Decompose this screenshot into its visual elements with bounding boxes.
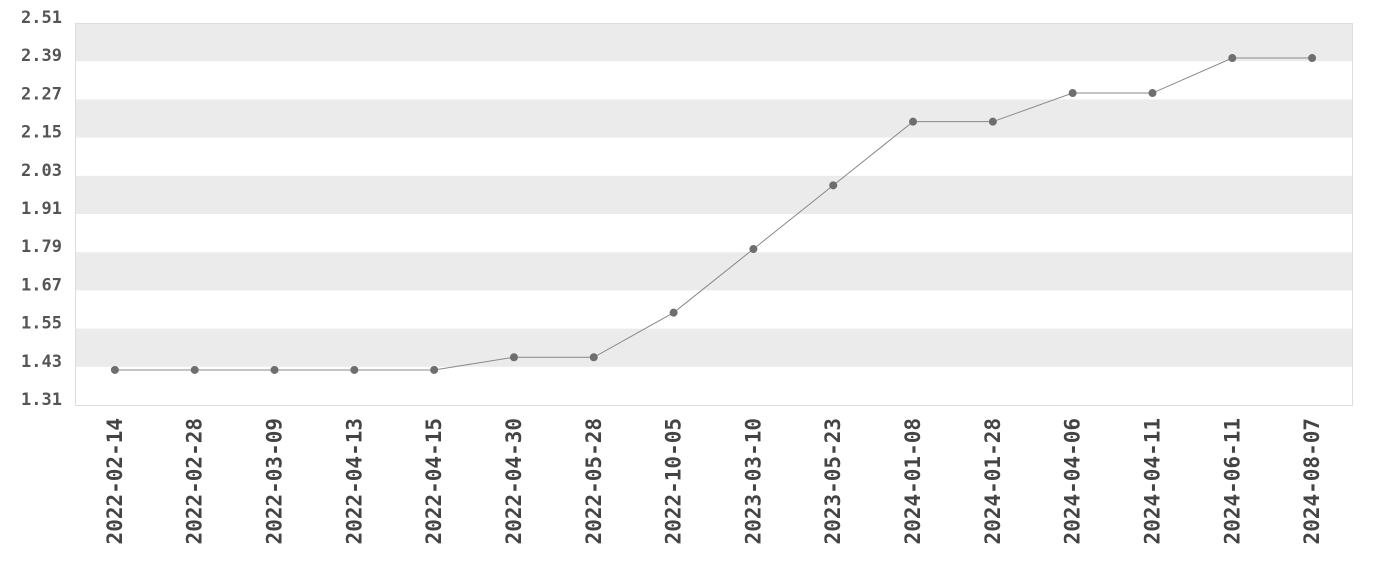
data-point (110, 365, 119, 374)
y-tick-label: 2.51 (21, 8, 62, 28)
data-point (1148, 89, 1157, 98)
x-tick-label: 2024-01-08 (901, 418, 925, 544)
y-tick-label: 1.91 (21, 199, 62, 219)
grid-bands (75, 23, 1352, 367)
x-tick-label: 2022-05-28 (582, 418, 606, 544)
data-point (829, 181, 838, 190)
x-tick-label: 2022-02-28 (183, 418, 207, 544)
data-point (270, 365, 279, 374)
y-tick-label: 2.27 (21, 84, 62, 104)
data-point (190, 365, 199, 374)
y-tick-label: 1.79 (21, 237, 62, 257)
x-tick-label: 2022-04-13 (342, 418, 366, 544)
y-tick-label: 1.43 (21, 352, 62, 372)
y-axis-ticks: 2.51 2.39 2.27 2.15 2.03 1.91 1.79 1.67 1.55 1.43… (21, 8, 62, 410)
data-point (909, 117, 918, 126)
x-tick-label: 2024-04-11 (1140, 418, 1164, 544)
data-point (1068, 89, 1077, 98)
x-axis-ticks: 2022-02-14 2022-02-28 2022-03-09 2022-04-13… (103, 418, 1324, 544)
data-point (589, 353, 598, 362)
grid-band (75, 328, 1352, 367)
series-line (114, 57, 1313, 371)
plot-area-border (75, 23, 1353, 406)
data-point (1228, 54, 1237, 63)
grid-band (75, 99, 1352, 138)
data-point (988, 117, 997, 126)
y-tick-label: 1.55 (21, 314, 62, 334)
grid-band (75, 175, 1352, 214)
data-point (350, 365, 359, 374)
x-tick-label: 2024-04-06 (1061, 418, 1085, 544)
y-tick-label: 1.31 (21, 390, 62, 410)
grid-band (75, 252, 1352, 291)
data-point (1308, 54, 1317, 63)
x-tick-label: 2022-10-05 (662, 418, 686, 544)
data-point (749, 245, 758, 254)
y-tick-label: 1.67 (21, 275, 62, 295)
x-tick-label: 2022-04-15 (422, 418, 446, 544)
x-tick-label: 2024-08-07 (1300, 418, 1324, 544)
y-tick-label: 2.03 (21, 161, 62, 181)
y-tick-label: 2.39 (21, 46, 62, 66)
data-point (430, 365, 439, 374)
x-tick-label: 2023-03-10 (741, 418, 765, 544)
x-tick-label: 2024-06-11 (1220, 418, 1244, 544)
data-point (509, 353, 518, 362)
x-tick-label: 2023-05-23 (821, 418, 845, 544)
y-tick-label: 2.15 (21, 123, 62, 143)
x-tick-label: 2022-02-14 (103, 418, 127, 544)
series-markers (110, 54, 1317, 374)
x-tick-label: 2022-04-30 (502, 418, 526, 544)
grid-band (75, 23, 1352, 62)
x-tick-label: 2022-03-09 (263, 418, 287, 544)
x-tick-label: 2024-01-28 (981, 418, 1005, 544)
data-point (669, 308, 678, 317)
